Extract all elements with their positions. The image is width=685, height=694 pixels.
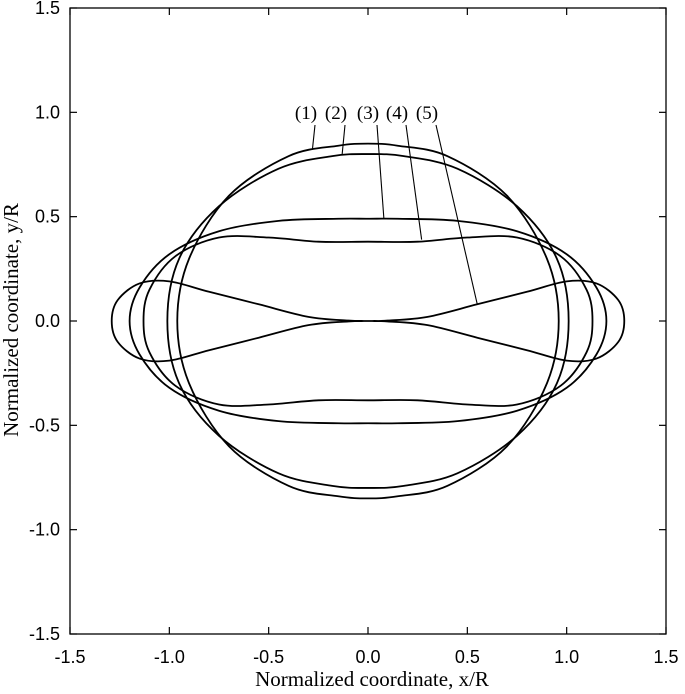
leader-line-3 [376,124,385,219]
curve-label-2: (2) [325,103,347,124]
x-tick-label: -1.0 [154,647,185,667]
x-tick-label: -1.5 [54,647,85,667]
curve-1 [176,142,560,500]
y-tick-label: 0.5 [35,207,60,227]
axis-ticks [69,7,667,635]
y-tick-label: 0.0 [35,311,60,331]
x-axis-title: Normalized coordinate, x/R [255,667,489,691]
x-tick-label: 1.5 [653,647,678,667]
curve-label-1: (1) [295,103,317,124]
curve-label-3: (3) [357,103,379,124]
curve-labels: (1) (2) (3) (4) (5) [295,103,438,124]
curves [110,142,626,500]
leader-line-5 [435,124,478,305]
x-tick-label: 0.5 [455,647,480,667]
label-leaders [311,124,478,305]
y-tick-label: -1.0 [29,520,60,540]
y-tick-label: 1.0 [35,102,60,122]
curve-4 [142,235,594,407]
x-tick-label: 1.0 [554,647,579,667]
y-axis-title: Normalized coordinate, y/R [0,203,23,437]
curve-label-4: (4) [386,103,408,124]
curve-2 [166,153,570,489]
y-tick-label: 1.5 [35,0,60,18]
curve-3 [128,217,608,425]
leader-line-2 [341,124,346,155]
y-tick-label: -0.5 [29,415,60,435]
y-tick-label: -1.5 [29,624,60,644]
curve-label-5: (5) [416,103,438,124]
leader-line-4 [405,124,423,240]
leader-line-1 [311,124,316,150]
curve-5 [110,279,626,363]
x-tick-label: 0.0 [355,647,380,667]
tick-labels: -1.5 -1.0 -0.5 0.0 0.5 1.0 1.5 -1.5 -1.0 -0.5 0.0 0… [29,0,679,667]
x-tick-label: -0.5 [253,647,284,667]
